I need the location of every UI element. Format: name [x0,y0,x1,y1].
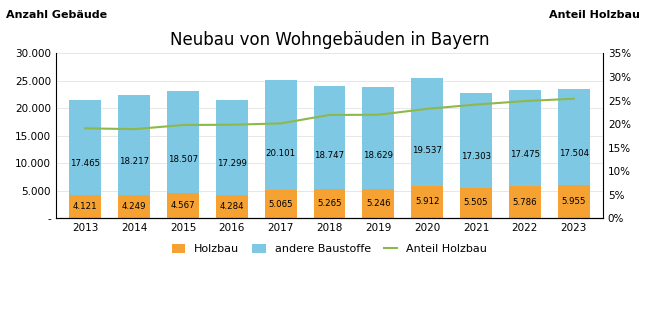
Text: 17.465: 17.465 [70,159,100,168]
Text: 20.101: 20.101 [266,150,296,158]
Text: 5.265: 5.265 [317,199,342,208]
Text: 18.507: 18.507 [168,155,198,164]
Text: 17.504: 17.504 [559,149,589,158]
Line: Anteil Holzbau: Anteil Holzbau [85,99,574,129]
Bar [412,78,443,186]
Bar [167,91,199,193]
Bar [265,80,297,190]
Text: 5.955: 5.955 [561,197,586,206]
Anteil Holzbau [472,103,480,107]
Bar [558,185,590,218]
Anteil Holzbau [521,99,528,103]
Text: 17.303: 17.303 [461,152,491,161]
Bar [216,100,247,194]
Title: Neubau von Wohngebäuden in Bayern: Neubau von Wohngebäuden in Bayern [170,31,489,49]
Text: 19.537: 19.537 [412,146,442,155]
Bar [460,188,492,218]
Bar [313,86,346,189]
Bar [167,193,199,218]
Text: 5.065: 5.065 [268,200,293,209]
Text: 4.249: 4.249 [122,202,147,211]
Bar [412,186,443,218]
Legend: Holzbau, andere Baustoffe, Anteil Holzbau: Holzbau, andere Baustoffe, Anteil Holzba… [167,240,492,259]
Text: 5.912: 5.912 [415,197,439,206]
Bar [460,93,492,188]
Text: 17.475: 17.475 [510,150,540,159]
Text: 18.217: 18.217 [119,157,149,166]
Bar [216,194,247,218]
Text: 4.284: 4.284 [220,202,244,211]
Anteil Holzbau [423,107,431,111]
Anteil Holzbau [276,121,284,125]
Bar [265,190,297,218]
Text: 18.747: 18.747 [315,151,344,160]
Bar [509,186,541,218]
Text: 4.567: 4.567 [171,201,195,210]
Anteil Holzbau [228,123,236,127]
Text: 5.246: 5.246 [366,199,391,208]
Anteil Holzbau [570,97,578,101]
Text: Anteil Holzbau: Anteil Holzbau [548,10,640,20]
Bar [118,195,150,218]
Bar [118,95,150,195]
Bar [313,189,346,218]
Anteil Holzbau [130,127,138,131]
Text: 17.299: 17.299 [217,159,247,168]
Bar [558,89,590,185]
Anteil Holzbau [326,113,333,117]
Anteil Holzbau [179,123,187,127]
Text: 5.786: 5.786 [512,198,537,207]
Text: 5.505: 5.505 [464,198,488,207]
Bar [509,90,541,186]
Text: 18.629: 18.629 [363,151,393,160]
Anteil Holzbau [375,113,382,117]
Bar [362,189,394,218]
Anteil Holzbau [81,126,89,130]
Bar [69,100,101,195]
Text: 4.121: 4.121 [73,202,98,211]
Bar [69,195,101,218]
Text: Anzahl Gebäude: Anzahl Gebäude [6,10,108,20]
Bar [362,87,394,189]
